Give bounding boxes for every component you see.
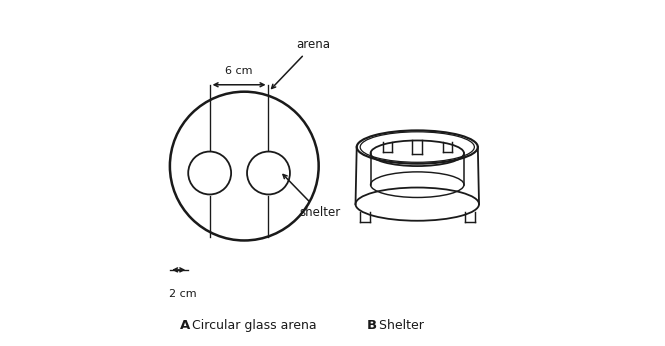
Text: shelter: shelter [283, 174, 341, 219]
Text: Shelter: Shelter [367, 319, 424, 332]
Text: 2 cm: 2 cm [169, 289, 197, 299]
Text: B: B [367, 319, 377, 332]
Text: A: A [180, 319, 190, 332]
Text: arena: arena [271, 38, 330, 89]
Text: 6 cm: 6 cm [225, 66, 253, 76]
Text: Circular glass arena: Circular glass arena [180, 319, 317, 332]
